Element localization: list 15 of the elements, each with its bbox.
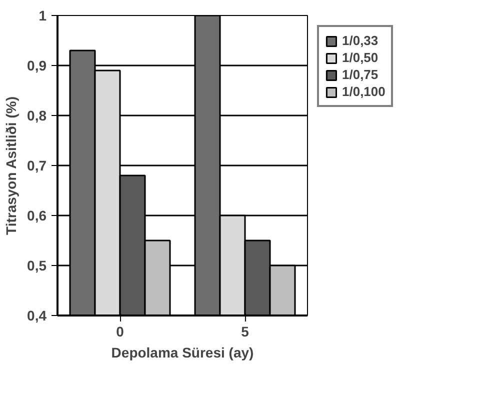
y-tick-label: 0,4 — [27, 308, 47, 324]
x-tick-label: 5 — [241, 324, 250, 340]
x-tick-label: 0 — [116, 324, 124, 340]
y-tick-label: 0,8 — [27, 108, 47, 124]
y-tick-label: 0,5 — [27, 258, 47, 274]
x-axis-title: Depolama Süresi (ay) — [111, 344, 254, 360]
legend-label: 1/0,33 — [342, 33, 378, 48]
legend-label: 1/0,75 — [342, 67, 378, 82]
y-tick-label: 0,7 — [27, 158, 47, 174]
y-tick-label: 0,9 — [27, 58, 47, 74]
legend-label: 1/0,50 — [342, 50, 378, 65]
legend-label: 1/0,100 — [342, 84, 386, 99]
y-axis-title: Titrasyon Asitliði (%) — [3, 96, 20, 235]
y-tick-label: 1 — [38, 8, 47, 24]
y-tick-label: 0,6 — [27, 208, 47, 224]
